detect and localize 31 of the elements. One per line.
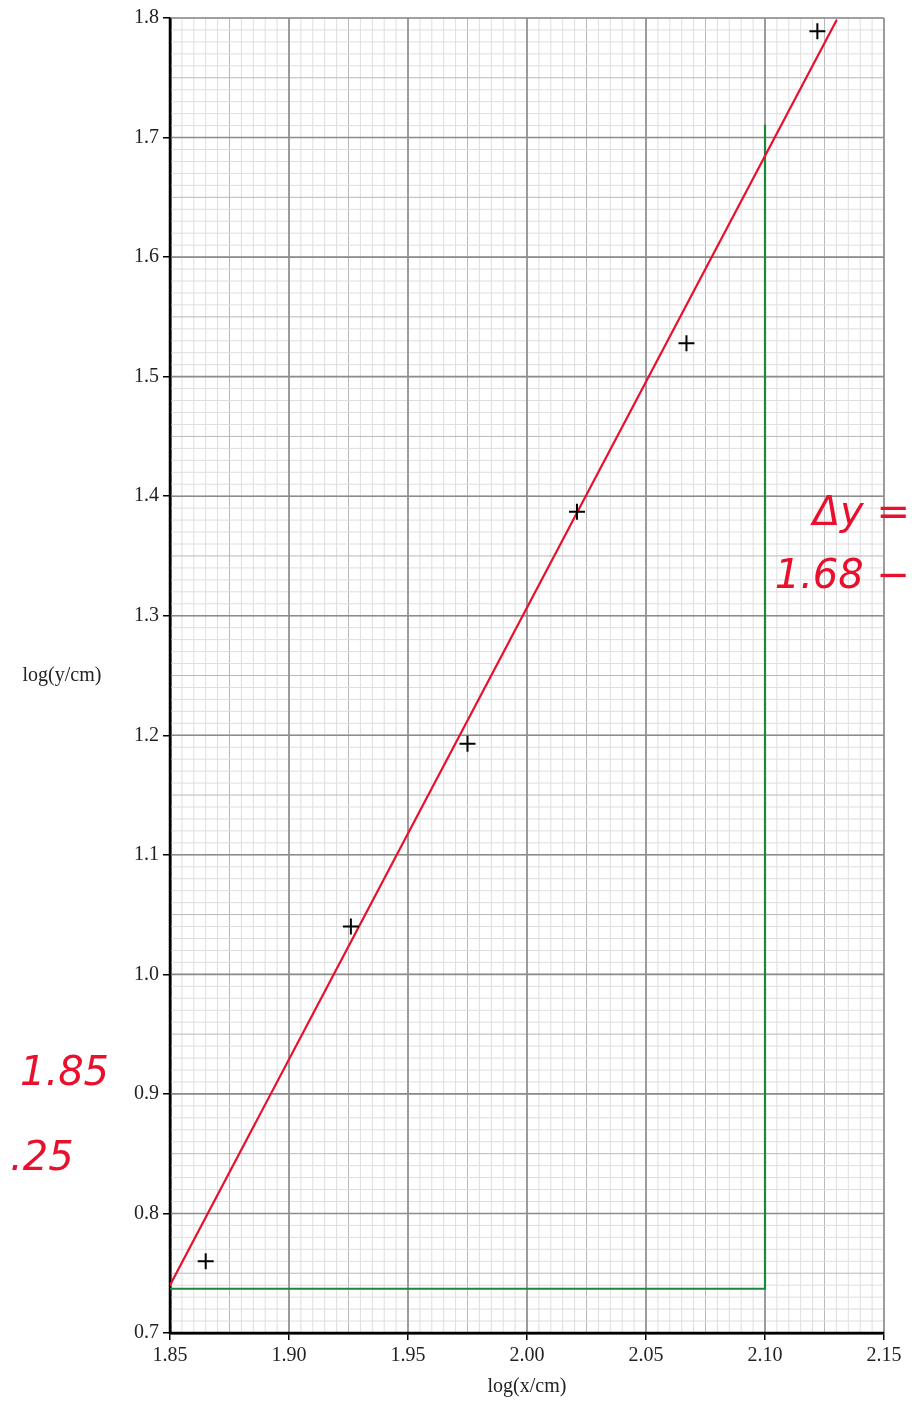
y-tick-label: 1.7 bbox=[134, 124, 159, 147]
point bbox=[196, 1252, 215, 1271]
annotation: 1.68 − bbox=[774, 551, 910, 598]
y-tick-label: 0.9 bbox=[134, 1081, 159, 1104]
x-tick-label: 2.15 bbox=[866, 1343, 902, 1366]
y-axis-title: log(y/cm) bbox=[22, 662, 102, 686]
y-tick-label: 1.6 bbox=[134, 244, 159, 267]
point bbox=[341, 917, 360, 936]
x-tick-label: 1.90 bbox=[271, 1343, 307, 1366]
point bbox=[808, 22, 827, 41]
y-tick-label: 0.8 bbox=[134, 1200, 159, 1223]
point bbox=[677, 334, 696, 353]
y-tick-label: 1.1 bbox=[134, 842, 159, 865]
x-tick-label: 2.05 bbox=[628, 1343, 664, 1366]
x-tick-label: 2.00 bbox=[509, 1343, 545, 1366]
y-tick-label: 1.5 bbox=[134, 363, 159, 386]
y-tick-label: 0.7 bbox=[134, 1320, 159, 1343]
y-tick-label: 1.2 bbox=[134, 722, 159, 745]
y-tick-label: 1.3 bbox=[134, 602, 159, 625]
text: .25 bbox=[10, 1133, 74, 1180]
x-tick-label: 1.85 bbox=[152, 1343, 188, 1366]
y-tick-label: 1.0 bbox=[134, 961, 159, 984]
point bbox=[458, 734, 477, 753]
x-axis-title: log(x/cm) bbox=[487, 1374, 567, 1398]
y-tick-label: 1.4 bbox=[134, 483, 159, 506]
y-tick-label: 1.8 bbox=[134, 5, 159, 28]
annotation: Δy = bbox=[809, 488, 910, 535]
point bbox=[567, 502, 586, 521]
x-tick-label: 1.95 bbox=[390, 1343, 426, 1366]
text: 1.85 bbox=[20, 1048, 110, 1095]
x-tick-label: 2.10 bbox=[747, 1343, 783, 1366]
